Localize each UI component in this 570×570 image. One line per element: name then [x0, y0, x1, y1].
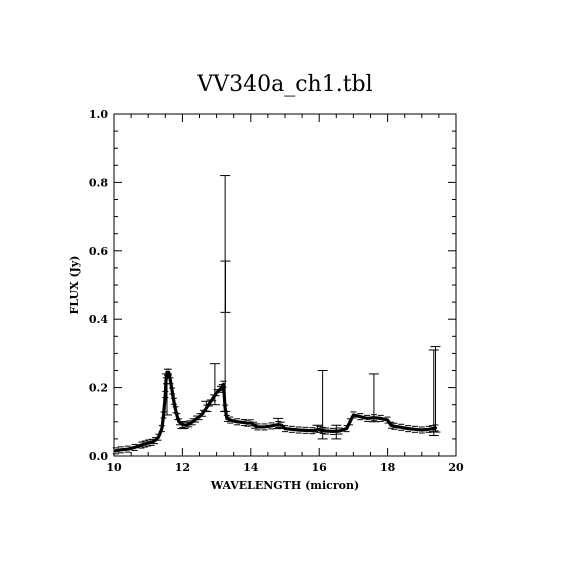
y-tick-label: 0.4: [89, 313, 108, 326]
y-tick-label: 0.6: [89, 245, 108, 258]
y-axis-label: FLUX (Jy): [68, 256, 81, 315]
y-tick-label: 1.0: [89, 108, 108, 121]
chart-title: VV340a_ch1.tbl: [196, 72, 372, 97]
series-layer: [112, 368, 439, 455]
x-tick-label: 18: [380, 461, 396, 474]
x-tick-label: 14: [243, 461, 259, 474]
x-tick-label: 16: [312, 461, 328, 474]
ticks-layer: [113, 113, 457, 457]
tick-labels-layer: 10 12 14 16 18 20 0.0 0.2 0.4 0.6 0.8 1.0: [89, 108, 464, 474]
y-tick-label: 0.0: [89, 450, 108, 463]
flux-series-line: [114, 370, 438, 453]
x-tick-label: 12: [175, 461, 190, 474]
x-axis-label: WAVELENGTH (micron): [210, 479, 359, 492]
y-tick-label: 0.8: [89, 176, 108, 189]
y-tick-label: 0.2: [89, 382, 108, 395]
errorbar-layer: [162, 175, 441, 440]
x-tick-label: 10: [106, 461, 122, 474]
x-tick-label: 20: [448, 461, 464, 474]
